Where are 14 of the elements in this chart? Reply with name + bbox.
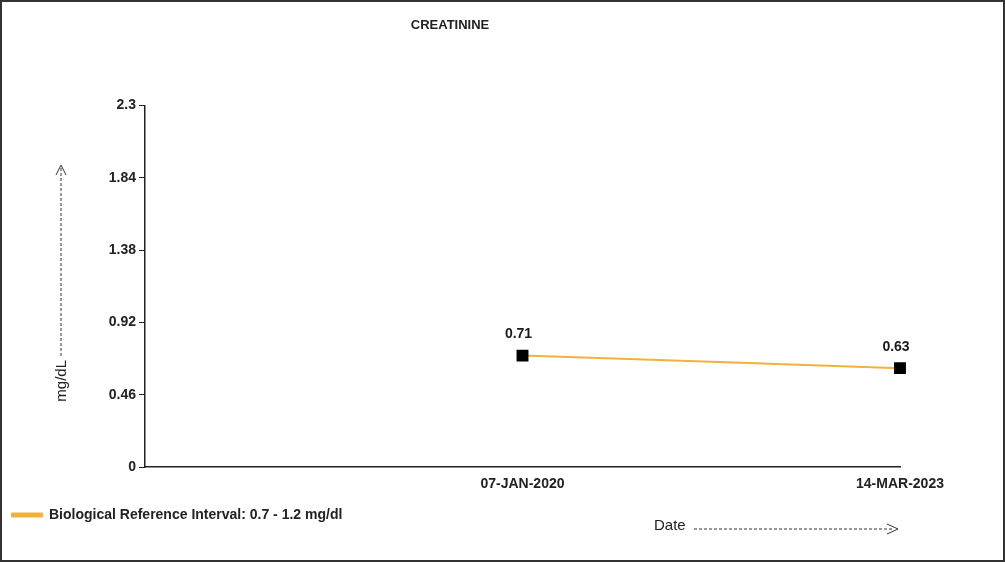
chart-title: CREATININE bbox=[410, 17, 490, 33]
y-tick-label: 2.3 bbox=[116, 96, 137, 113]
x-axis-title: Date bbox=[654, 516, 686, 533]
y-tick-label: 1.84 bbox=[108, 168, 137, 185]
x-tick-label: 07-JAN-2020 bbox=[480, 475, 565, 492]
y-axis-title: mg/dL bbox=[52, 360, 69, 402]
y-tick-label: 0.46 bbox=[108, 385, 137, 402]
data-label: 0.71 bbox=[504, 325, 533, 342]
y-tick-label: 0 bbox=[128, 458, 137, 475]
x-tick-label: 14-MAR-2023 bbox=[856, 475, 945, 492]
y-tick-label: 0.92 bbox=[108, 313, 137, 330]
legend-label: Biological Reference Interval: 0.7 - 1.2 mg/dl bbox=[49, 505, 343, 522]
data-label: 0.63 bbox=[882, 338, 910, 355]
y-tick-label: 1.38 bbox=[108, 241, 137, 258]
